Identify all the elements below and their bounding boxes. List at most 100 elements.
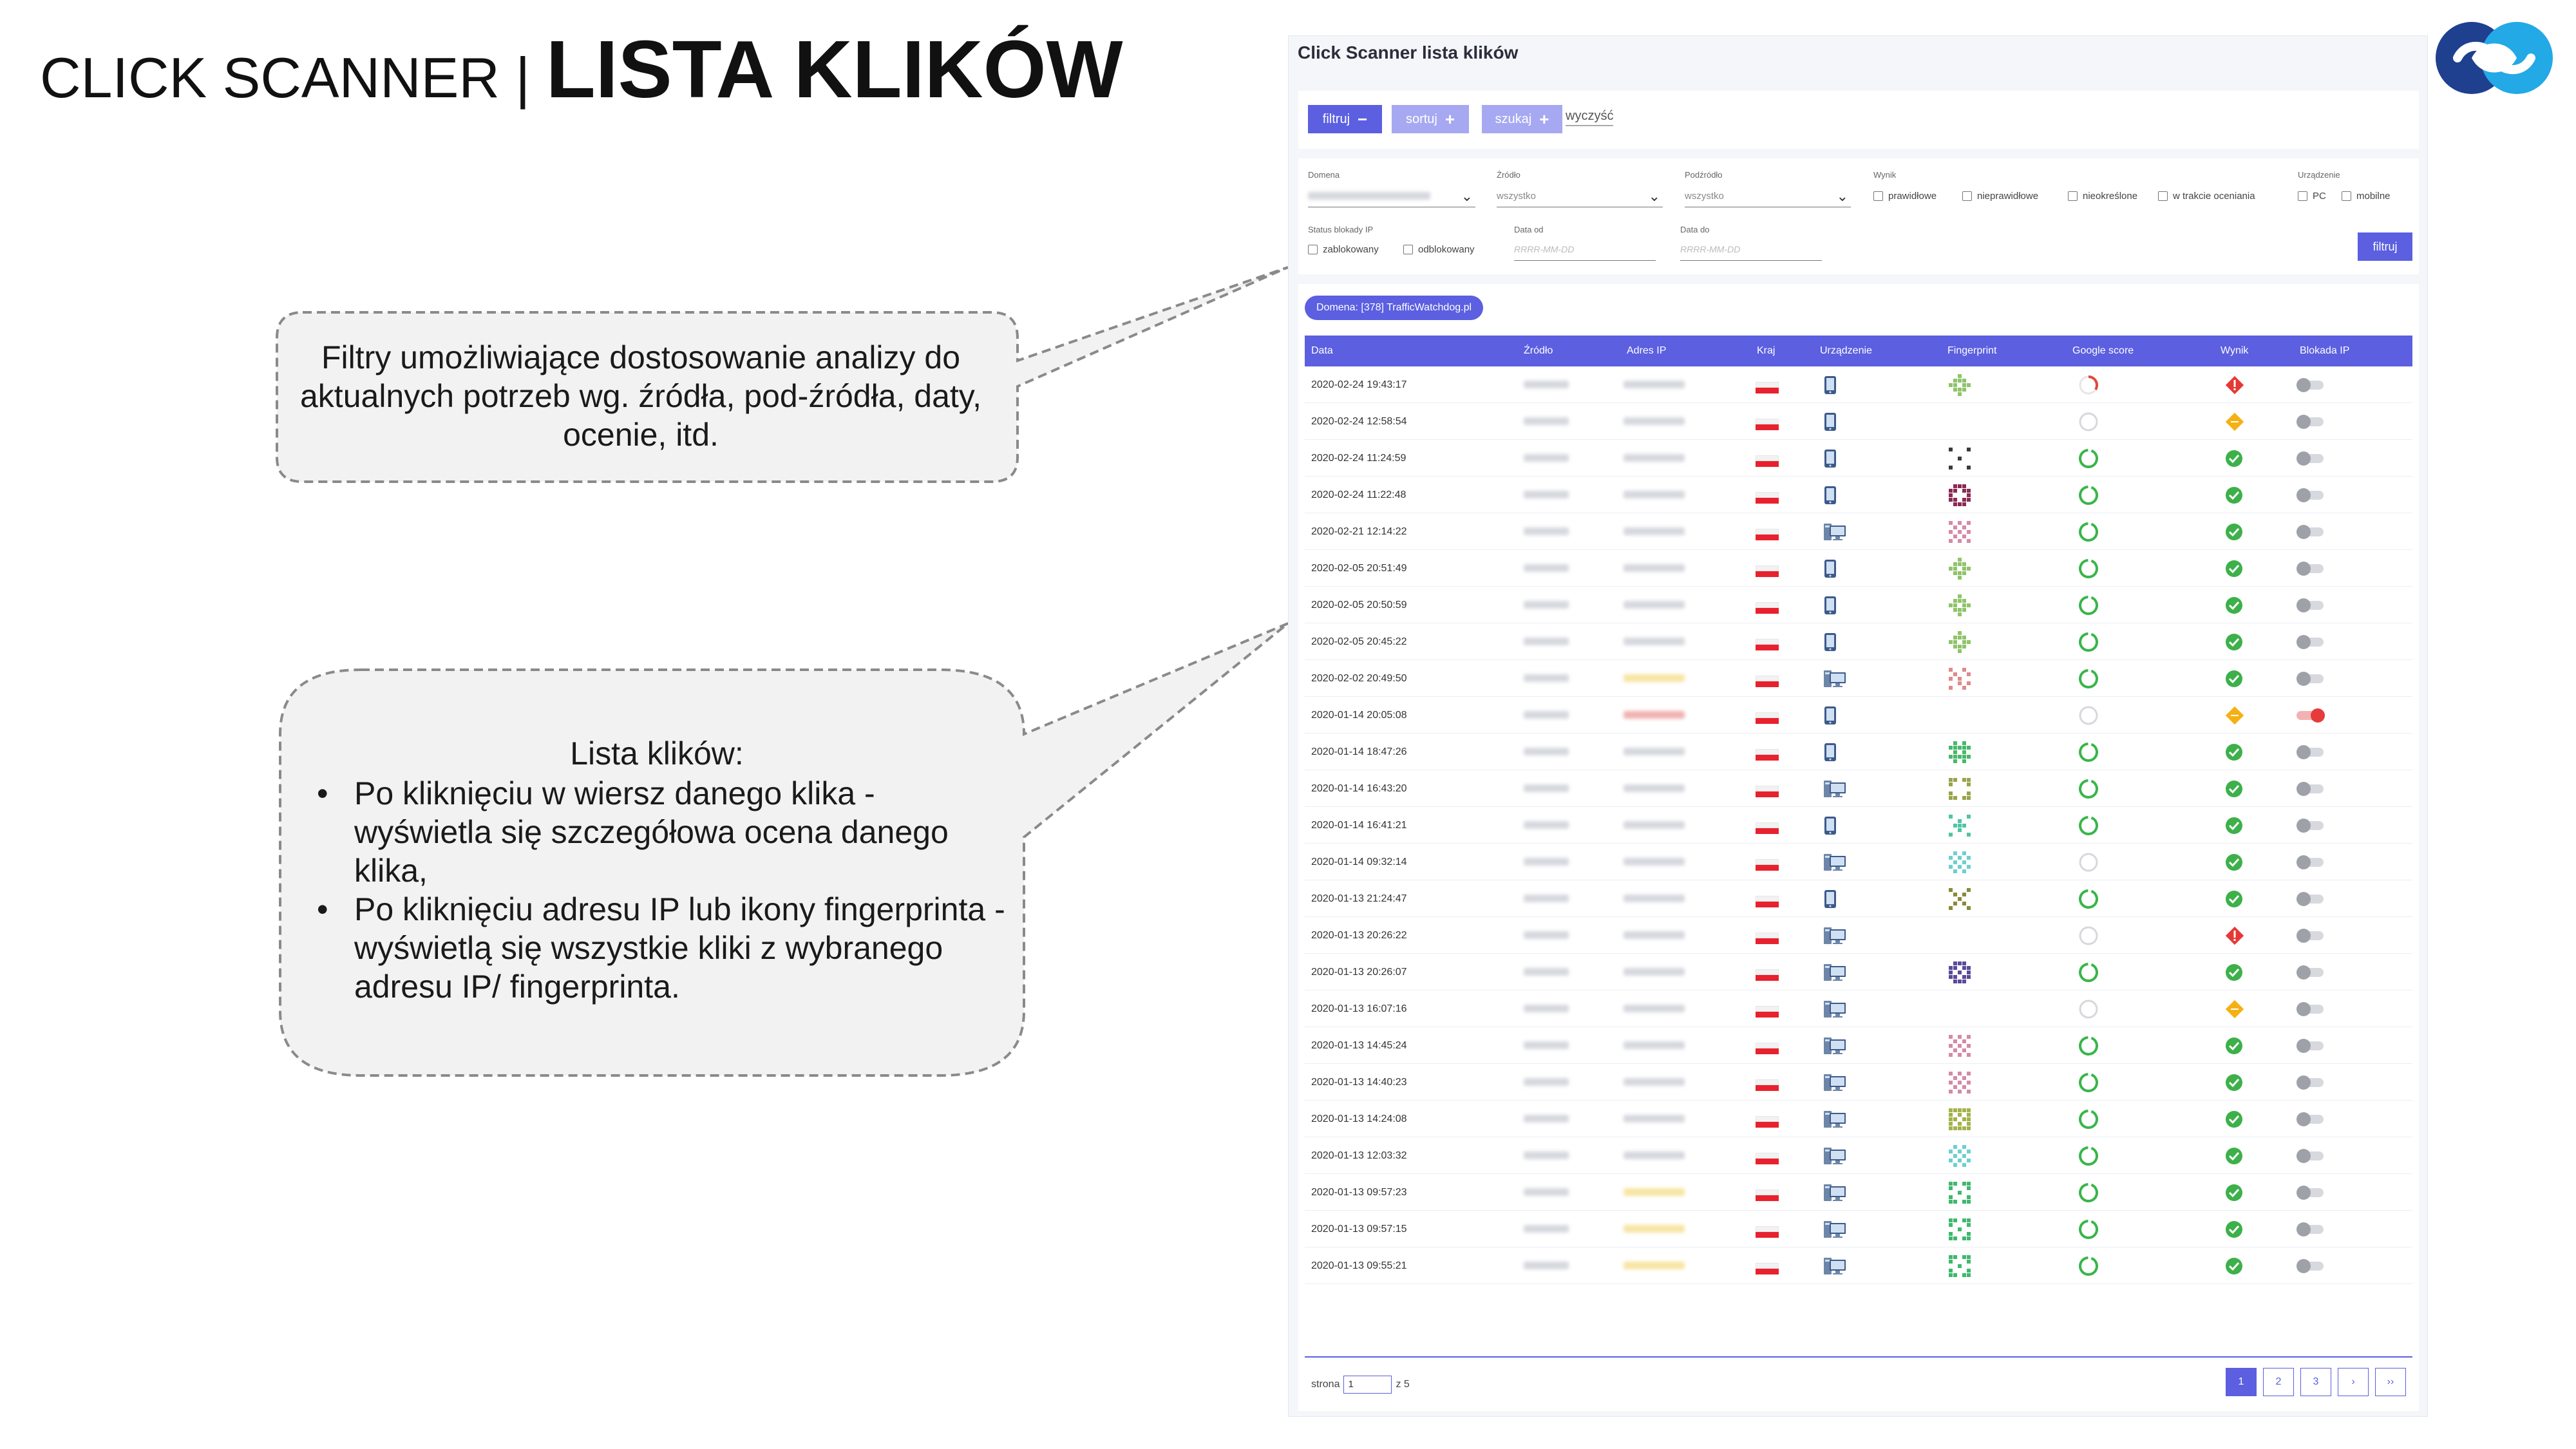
ip-block-toggle[interactable] <box>2297 403 2324 440</box>
source-select[interactable]: wszystko ⌄ <box>1497 185 1663 207</box>
table-row[interactable]: 2020-01-13 16:07:16 <box>1305 990 2412 1027</box>
result-invalid-checkbox[interactable]: nieprawidłowe <box>1962 191 2038 202</box>
table-row[interactable]: 2020-01-14 09:32:14 <box>1305 844 2412 880</box>
row-ip-link[interactable] <box>1624 784 1685 792</box>
fingerprint-icon[interactable] <box>1949 1181 1971 1204</box>
table-row[interactable]: 2020-02-21 12:14:22 <box>1305 513 2412 550</box>
domain-select[interactable]: ⌄ <box>1308 185 1475 207</box>
ip-block-toggle[interactable] <box>2297 734 2324 770</box>
table-row[interactable]: 2020-01-13 20:26:07 <box>1305 954 2412 990</box>
table-row[interactable]: 2020-02-02 20:49:50 <box>1305 660 2412 697</box>
row-ip-link[interactable] <box>1624 491 1685 498</box>
row-ip-link[interactable] <box>1624 748 1685 755</box>
ip-block-toggle[interactable] <box>2297 1137 2324 1174</box>
table-row[interactable]: 2020-02-24 11:24:59 <box>1305 440 2412 477</box>
fingerprint-icon[interactable] <box>1949 520 1971 543</box>
row-ip-link[interactable] <box>1624 1078 1685 1086</box>
last-page-button[interactable]: ›› <box>2375 1368 2406 1396</box>
fingerprint-icon[interactable] <box>1949 1071 1971 1094</box>
ip-block-toggle[interactable] <box>2297 1101 2324 1137</box>
ip-block-toggle[interactable] <box>2297 587 2324 623</box>
page-button-1[interactable]: 1 <box>2226 1368 2257 1396</box>
ip-block-toggle[interactable] <box>2297 477 2324 513</box>
row-ip-link[interactable] <box>1624 711 1685 719</box>
result-pending-checkbox[interactable]: w trakcie oceniania <box>2158 191 2255 202</box>
device-mobile-checkbox[interactable]: mobilne <box>2342 191 2391 202</box>
ip-block-toggle[interactable] <box>2297 550 2324 587</box>
table-row[interactable]: 2020-02-05 20:51:49 <box>1305 550 2412 587</box>
ip-block-toggle[interactable] <box>2297 366 2324 403</box>
row-ip-link[interactable] <box>1624 527 1685 535</box>
table-row[interactable]: 2020-01-13 20:26:22 <box>1305 917 2412 954</box>
ipblock-blocked-checkbox[interactable]: zablokowany <box>1308 244 1379 255</box>
table-row[interactable]: 2020-01-13 14:45:24 <box>1305 1027 2412 1064</box>
row-ip-link[interactable] <box>1624 564 1685 572</box>
table-row[interactable]: 2020-02-24 12:58:54 <box>1305 403 2412 440</box>
clear-link[interactable]: wyczyść <box>1566 109 1614 126</box>
fingerprint-icon[interactable] <box>1949 630 1971 653</box>
row-ip-link[interactable] <box>1624 674 1685 682</box>
row-ip-link[interactable] <box>1624 417 1685 425</box>
domain-badge[interactable]: Domena: [378] TrafficWatchdog.pl <box>1305 296 1484 320</box>
fingerprint-icon[interactable] <box>1949 777 1971 800</box>
table-row[interactable]: 2020-01-14 16:43:20 <box>1305 770 2412 807</box>
ip-block-toggle[interactable] <box>2297 440 2324 477</box>
ip-block-toggle[interactable] <box>2297 990 2324 1027</box>
row-ip-link[interactable] <box>1624 601 1685 609</box>
col-source[interactable]: Źródło <box>1524 345 1553 356</box>
col-google-score[interactable]: Google score <box>2072 345 2134 356</box>
table-row[interactable]: 2020-02-24 19:43:17 <box>1305 366 2412 403</box>
ip-block-toggle[interactable] <box>2297 1027 2324 1064</box>
page-input[interactable]: 1 <box>1343 1376 1392 1394</box>
row-ip-link[interactable] <box>1624 1188 1685 1196</box>
fingerprint-icon[interactable] <box>1949 887 1971 910</box>
col-date[interactable]: Data <box>1311 345 1333 356</box>
ip-block-toggle[interactable] <box>2297 1174 2324 1211</box>
ip-block-toggle[interactable] <box>2297 880 2324 917</box>
table-row[interactable]: 2020-01-13 21:24:47 <box>1305 880 2412 917</box>
row-ip-link[interactable] <box>1624 1151 1685 1159</box>
row-ip-link[interactable] <box>1624 968 1685 976</box>
ip-block-toggle[interactable] <box>2297 807 2324 844</box>
fingerprint-icon[interactable] <box>1949 741 1971 763</box>
table-row[interactable]: 2020-01-14 16:41:21 <box>1305 807 2412 844</box>
col-result[interactable]: Wynik <box>2221 345 2249 356</box>
result-undetermined-checkbox[interactable]: nieokreślone <box>2068 191 2137 202</box>
date-to-input[interactable]: RRRR-MM-DD <box>1680 239 1822 261</box>
fingerprint-icon[interactable] <box>1949 1218 1971 1240</box>
row-ip-link[interactable] <box>1624 1041 1685 1049</box>
result-valid-checkbox[interactable]: prawidłowe <box>1873 191 1937 202</box>
row-ip-link[interactable] <box>1624 931 1685 939</box>
device-pc-checkbox[interactable]: PC <box>2298 191 2326 202</box>
table-row[interactable]: 2020-01-13 14:24:08 <box>1305 1101 2412 1137</box>
next-page-button[interactable]: › <box>2338 1368 2369 1396</box>
table-row[interactable]: 2020-02-05 20:45:22 <box>1305 623 2412 660</box>
ipblock-unblocked-checkbox[interactable]: odblokowany <box>1403 244 1475 255</box>
table-row[interactable]: 2020-01-13 09:57:15 <box>1305 1211 2412 1247</box>
row-ip-link[interactable] <box>1624 858 1685 866</box>
row-ip-link[interactable] <box>1624 1262 1685 1269</box>
page-button-2[interactable]: 2 <box>2263 1368 2294 1396</box>
ip-block-toggle[interactable] <box>2297 954 2324 990</box>
table-row[interactable]: 2020-01-13 09:57:23 <box>1305 1174 2412 1211</box>
table-row[interactable]: 2020-02-05 20:50:59 <box>1305 587 2412 623</box>
table-row[interactable]: 2020-02-24 11:22:48 <box>1305 477 2412 513</box>
page-button-3[interactable]: 3 <box>2300 1368 2331 1396</box>
row-ip-link[interactable] <box>1624 454 1685 462</box>
ip-block-toggle[interactable] <box>2297 660 2324 697</box>
col-ip-block[interactable]: Blokada IP <box>2300 345 2350 356</box>
ip-block-toggle[interactable] <box>2297 844 2324 880</box>
table-row[interactable]: 2020-01-13 14:40:23 <box>1305 1064 2412 1101</box>
fingerprint-icon[interactable] <box>1949 851 1971 873</box>
ip-block-toggle[interactable] <box>2297 623 2324 660</box>
fingerprint-icon[interactable] <box>1949 594 1971 616</box>
fingerprint-icon[interactable] <box>1949 1034 1971 1057</box>
table-row[interactable]: 2020-01-14 20:05:08 <box>1305 697 2412 734</box>
table-row[interactable]: 2020-01-14 18:47:26 <box>1305 734 2412 770</box>
fingerprint-icon[interactable] <box>1949 1255 1971 1277</box>
fingerprint-icon[interactable] <box>1949 557 1971 580</box>
search-toggle-button[interactable]: szukaj + <box>1482 105 1562 133</box>
fingerprint-icon[interactable] <box>1949 447 1971 469</box>
date-from-input[interactable]: RRRR-MM-DD <box>1514 239 1656 261</box>
row-ip-link[interactable] <box>1624 1005 1685 1012</box>
